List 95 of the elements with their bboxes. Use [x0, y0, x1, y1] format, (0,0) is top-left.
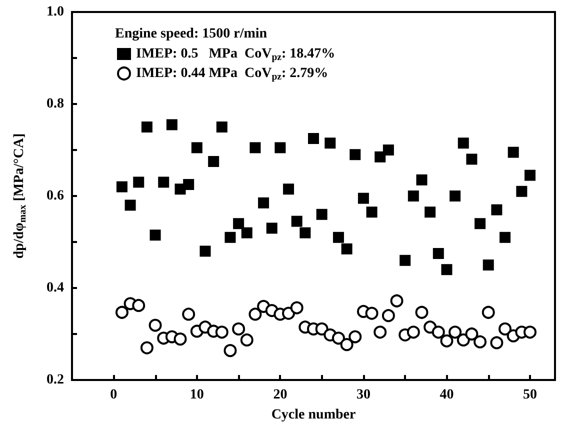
point — [224, 344, 237, 358]
point — [124, 200, 136, 211]
x-tick-label: 50 — [523, 388, 538, 402]
point — [332, 232, 344, 243]
point — [150, 230, 161, 241]
point — [315, 322, 328, 336]
point — [406, 326, 420, 339]
point — [133, 176, 144, 188]
point — [332, 332, 345, 345]
point — [274, 142, 286, 154]
point — [140, 341, 154, 354]
point — [248, 308, 262, 321]
point — [241, 227, 252, 238]
point — [258, 197, 270, 208]
point — [240, 333, 254, 346]
point — [474, 218, 486, 230]
point — [283, 184, 294, 195]
point — [232, 322, 246, 336]
point — [324, 138, 336, 149]
point — [182, 308, 196, 321]
point — [416, 174, 428, 186]
point — [516, 186, 528, 197]
point — [524, 326, 537, 339]
point — [341, 243, 352, 254]
point — [465, 328, 478, 340]
x-tick-label: 30 — [356, 388, 370, 402]
point — [191, 142, 202, 154]
point — [350, 149, 361, 160]
point — [448, 326, 462, 339]
point — [183, 179, 194, 190]
point — [340, 338, 354, 352]
point — [208, 156, 220, 167]
legend-title: Engine speed: 1500 r/min — [115, 26, 268, 42]
point — [224, 232, 236, 243]
point — [432, 326, 445, 339]
point — [482, 260, 494, 270]
point — [233, 218, 244, 230]
point — [458, 138, 469, 149]
point — [450, 190, 461, 202]
point — [408, 190, 419, 202]
point — [490, 336, 504, 350]
point — [432, 248, 444, 259]
x-tick-label: 20 — [273, 388, 288, 402]
point — [382, 144, 394, 156]
point — [141, 122, 152, 132]
y-tick-label: 0.6 — [46, 188, 64, 204]
point — [382, 309, 395, 322]
point — [424, 206, 436, 218]
point — [374, 326, 387, 339]
point — [174, 332, 187, 346]
point — [266, 222, 278, 234]
point — [300, 227, 311, 238]
point — [365, 306, 378, 320]
point — [491, 204, 502, 216]
point — [500, 232, 511, 243]
point — [440, 334, 454, 348]
y-tick-label: 1.0 — [46, 4, 64, 20]
point — [116, 181, 128, 192]
y-tick-label: 0.2 — [46, 372, 64, 388]
point — [415, 306, 428, 319]
point — [282, 306, 296, 320]
point — [166, 119, 178, 130]
x-axis-title: Cycle number — [271, 408, 356, 422]
point — [200, 246, 211, 257]
point — [148, 318, 162, 332]
point — [482, 306, 495, 319]
point — [115, 306, 128, 319]
point — [250, 142, 261, 154]
point — [216, 122, 228, 132]
y-tick-label: 0.4 — [46, 280, 64, 296]
x-tick-label: 40 — [440, 388, 454, 402]
point — [524, 170, 536, 181]
point — [291, 216, 302, 227]
point — [290, 301, 304, 314]
point — [400, 254, 411, 266]
point — [132, 298, 146, 312]
point — [366, 206, 378, 218]
point — [316, 208, 328, 220]
point — [215, 326, 228, 339]
y-axis-title: dp/dφmax [MPa/°CA] — [12, 133, 28, 259]
point — [456, 333, 470, 346]
point — [348, 330, 362, 344]
point — [358, 192, 369, 204]
point — [498, 322, 512, 336]
point — [466, 154, 478, 165]
point — [158, 176, 170, 188]
point — [374, 151, 386, 162]
x-tick-label: 10 — [190, 388, 204, 402]
point — [390, 294, 404, 308]
point — [308, 133, 319, 144]
point — [474, 335, 487, 348]
point — [441, 264, 452, 276]
y-tick-label: 0.8 — [46, 96, 64, 112]
point — [508, 146, 519, 158]
x-tick-label: 0 — [110, 388, 118, 402]
